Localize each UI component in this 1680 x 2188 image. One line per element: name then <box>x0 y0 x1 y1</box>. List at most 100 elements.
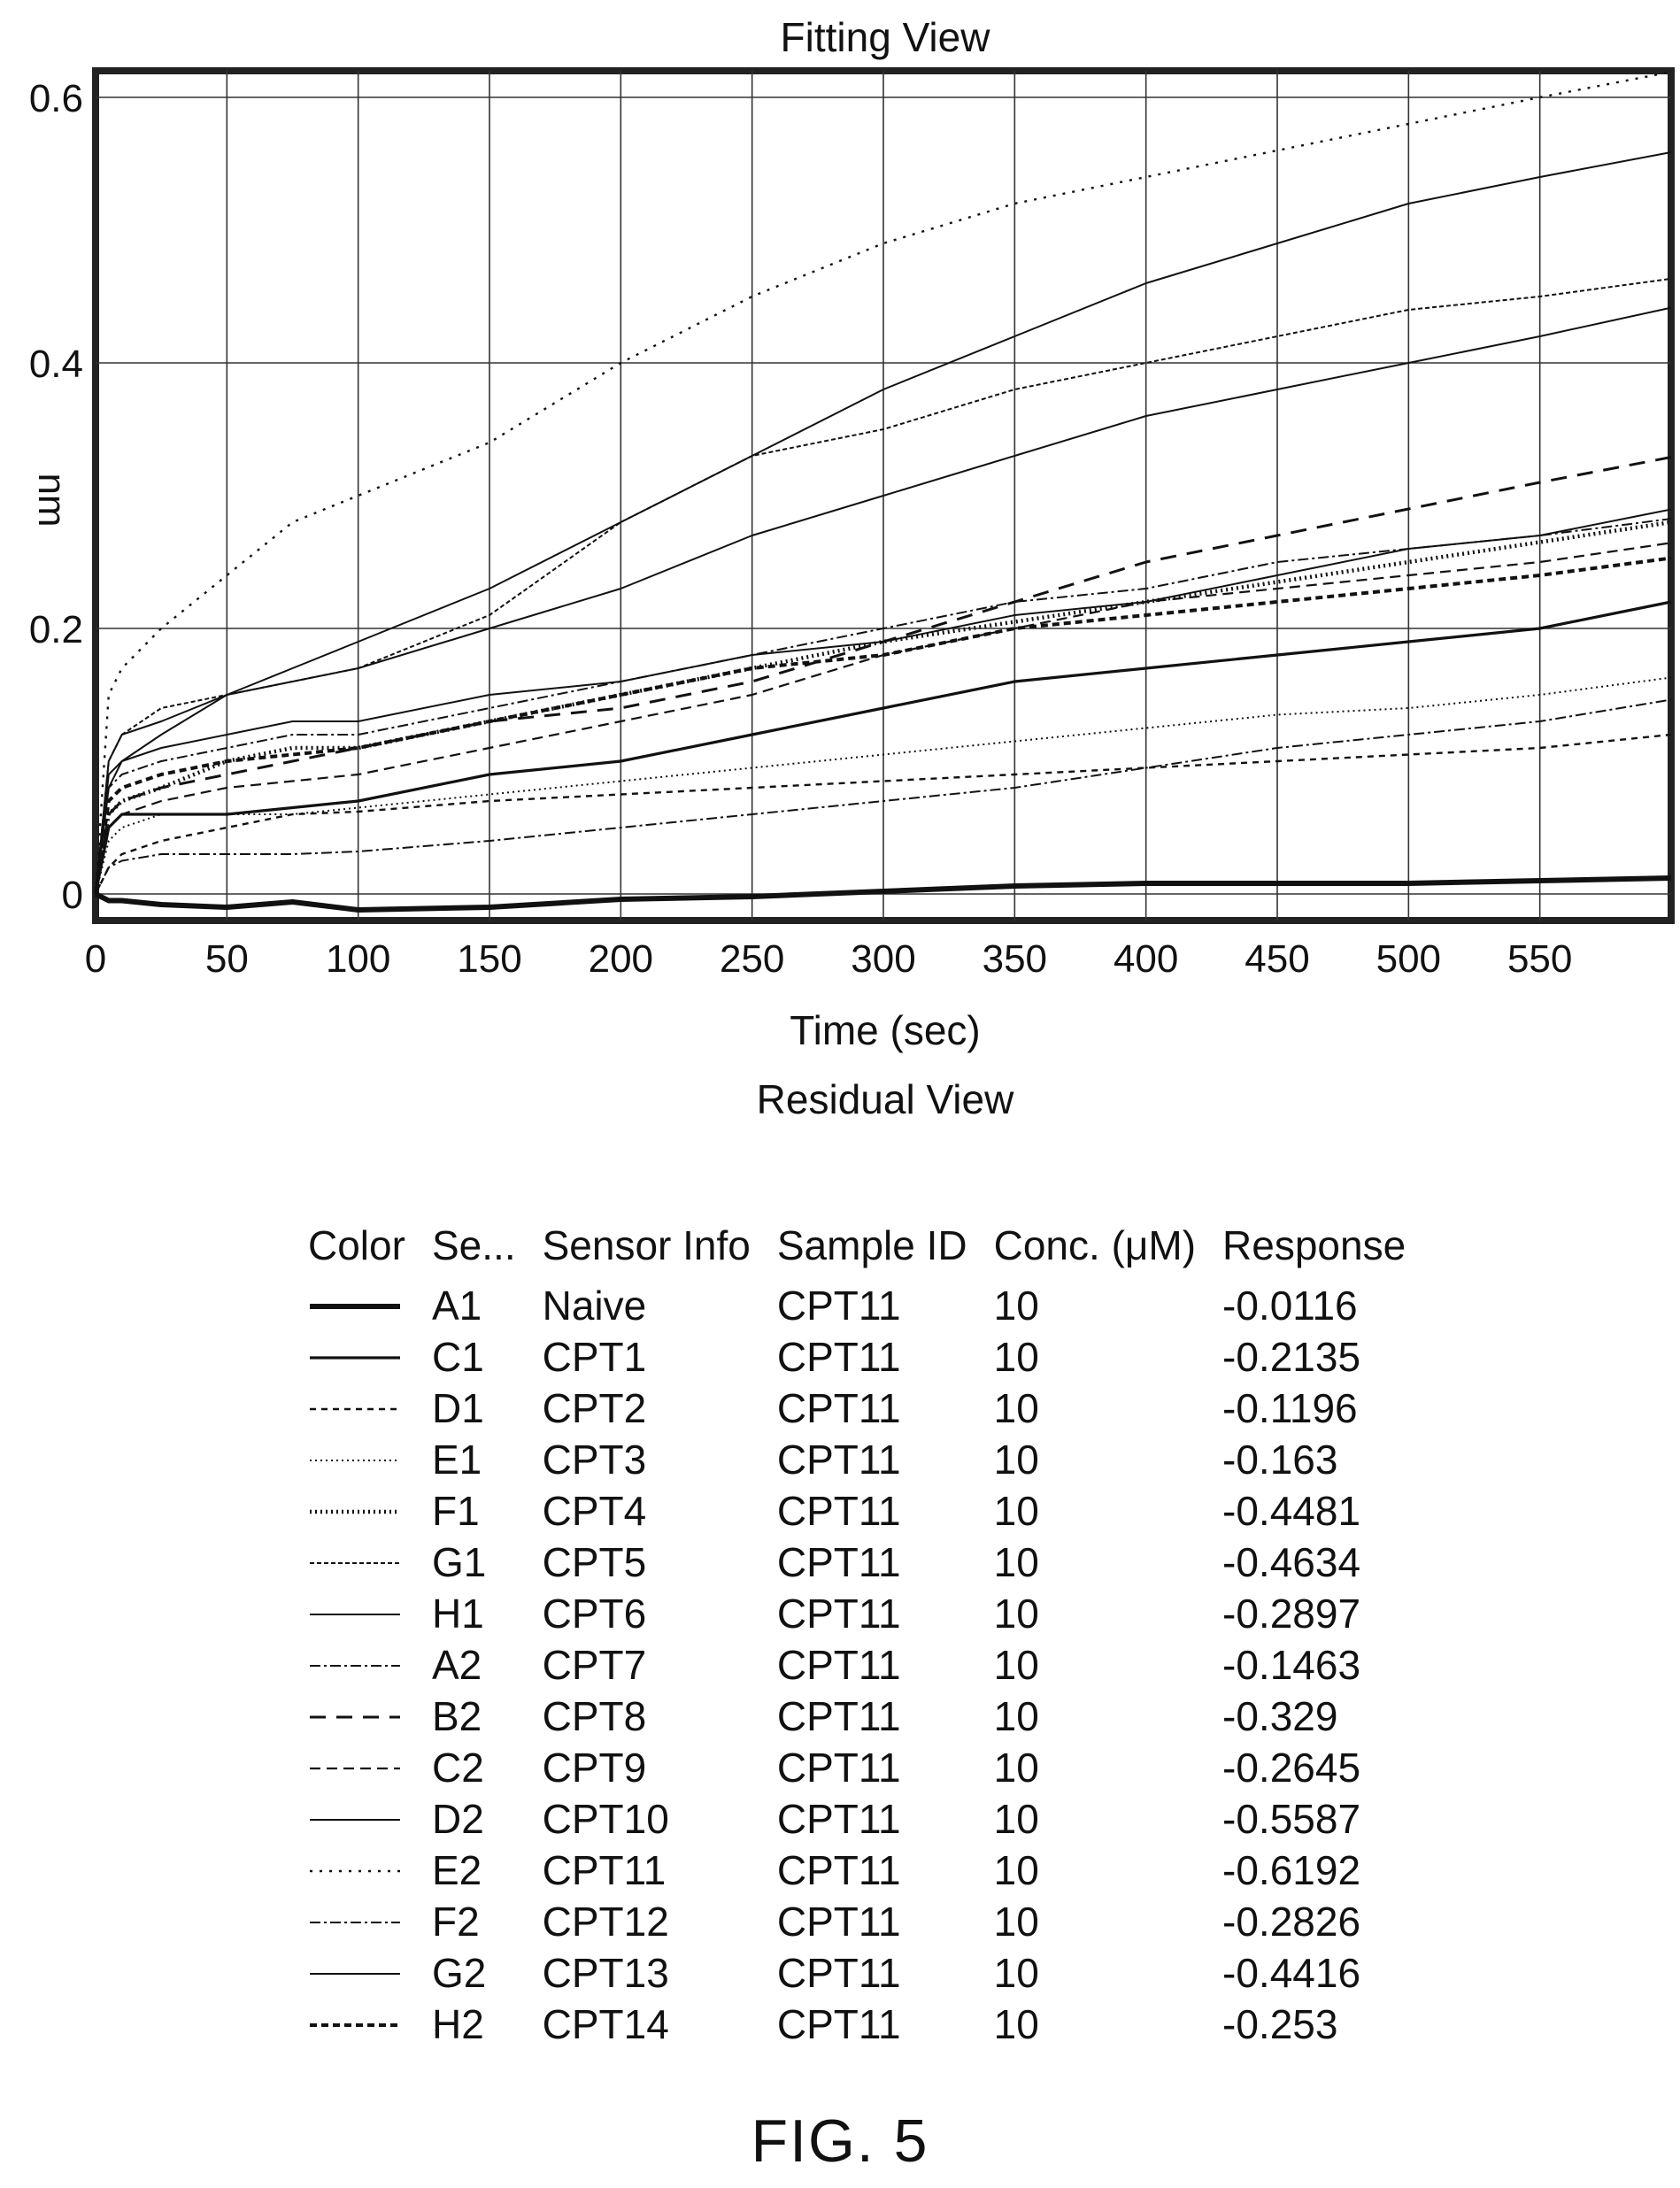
legend-line-swatch <box>310 1819 400 1821</box>
col-header-response: Response <box>1222 1222 1406 1268</box>
legend-line-swatch <box>310 1614 400 1615</box>
legend-row-e1: E1 CPT3 CPT11 10 -0.163 <box>301 1434 1425 1485</box>
legend-sensor: D2 <box>432 1796 484 1842</box>
y-tick-label: 0 <box>62 874 83 917</box>
legend-line-swatch <box>310 1665 400 1667</box>
legend-swatch-cell <box>301 1280 425 1331</box>
x-tick-label: 200 <box>589 937 653 981</box>
legend-sample-id: CPT11 <box>776 1745 901 1791</box>
series-line-d2 <box>95 151 1672 895</box>
legend-response: -0.163 <box>1222 1437 1338 1483</box>
legend-sample-id: CPT11 <box>776 1950 901 1996</box>
figure-label: FIG. 5 <box>751 2107 929 2175</box>
legend-response: -0.2135 <box>1222 1334 1361 1380</box>
chart-title: Fitting View <box>781 14 991 60</box>
legend-sensor-info: Naive <box>542 1283 647 1329</box>
legend-sample-id: CPT11 <box>776 1847 901 1893</box>
legend-sample-id: CPT11 <box>776 1334 901 1380</box>
series-line-f1 <box>93 520 1672 895</box>
legend-line-swatch <box>310 1304 400 1309</box>
legend-response: -0.253 <box>1222 2001 1338 2047</box>
legend-swatch-cell <box>301 1331 425 1383</box>
legend-response: -0.2645 <box>1222 1745 1361 1791</box>
series-line-c1 <box>94 600 1672 895</box>
legend-sensor-info: CPT12 <box>542 1899 669 1945</box>
y-tick-label: 0.6 <box>29 77 83 120</box>
residual-view-label: Residual View <box>757 1076 1014 1122</box>
legend-sensor: A1 <box>432 1283 482 1329</box>
plot-area: 0 50 100 150 200 250 300 350 400 450 500 550 0 0.2 0.4… <box>29 67 1675 981</box>
legend-sample-id: CPT11 <box>776 1539 901 1585</box>
legend-swatch-cell <box>301 1896 425 1947</box>
legend-line-swatch <box>310 1460 400 1461</box>
legend-swatch-cell <box>301 1588 425 1639</box>
x-tick-label: 250 <box>720 937 784 981</box>
legend-row-d1: D1 CPT2 CPT11 10 -0.1196 <box>301 1383 1425 1434</box>
legend-row-a2: A2 CPT7 CPT11 10 -0.1463 <box>301 1639 1425 1691</box>
legend-sensor-info: CPT5 <box>542 1539 647 1585</box>
legend-concentration: 10 <box>993 1642 1039 1688</box>
legend-sensor-info: CPT1 <box>542 1334 647 1380</box>
legend-swatch-cell <box>301 1793 425 1845</box>
x-tick-label: 550 <box>1507 937 1572 981</box>
x-tick-label: 300 <box>851 937 915 981</box>
legend-line-swatch <box>310 1715 400 1719</box>
legend-line-swatch <box>310 1509 400 1514</box>
legend-row-f2: F2 CPT12 CPT11 10 -0.2826 <box>301 1896 1425 1947</box>
legend-sensor-info: CPT2 <box>542 1385 647 1431</box>
legend-response: -0.2897 <box>1222 1591 1361 1637</box>
legend-concentration: 10 <box>993 1796 1039 1842</box>
legend-concentration: 10 <box>993 1950 1039 1996</box>
series-line-e1 <box>95 676 1672 895</box>
legend-swatch-cell <box>301 1537 425 1588</box>
legend-sensor: G2 <box>432 1950 487 1996</box>
legend-swatch-cell <box>301 1845 425 1896</box>
series-line-a1 <box>94 875 1672 913</box>
legend-sample-id: CPT11 <box>776 1642 901 1688</box>
legend-sensor: H1 <box>432 1591 484 1637</box>
legend-sensor-info: CPT3 <box>542 1437 647 1483</box>
legend-sensor: H2 <box>432 2001 484 2047</box>
legend-response: -0.5587 <box>1222 1796 1361 1842</box>
legend-sensor-info: CPT7 <box>542 1642 647 1688</box>
legend-sample-id: CPT11 <box>776 1488 901 1534</box>
legend-concentration: 10 <box>993 2001 1039 2047</box>
series-line-e2 <box>94 71 1672 895</box>
legend-sample-id: CPT11 <box>776 1283 901 1329</box>
legend-line-swatch <box>310 1356 400 1360</box>
legend-sensor: F1 <box>432 1488 480 1534</box>
fitting-view-chart: Fitting View 0 50 100 150 200 250 300 350 400 450… <box>29 14 1675 1122</box>
legend-concentration: 10 <box>993 1334 1039 1380</box>
legend-sample-id: CPT11 <box>776 1796 901 1842</box>
x-tick-label: 450 <box>1245 937 1309 981</box>
legend-sensor: G1 <box>432 1539 487 1585</box>
legend-sensor: D1 <box>432 1385 484 1431</box>
legend-swatch-cell <box>301 1999 425 2050</box>
legend-swatch-cell <box>301 1639 425 1691</box>
series-line-a2 <box>95 698 1672 895</box>
x-tick-label: 350 <box>983 937 1047 981</box>
col-header-sensor-info: Sensor Info <box>542 1222 751 1268</box>
x-tick-label: 0 <box>85 937 106 981</box>
legend-response: -0.1463 <box>1222 1642 1361 1688</box>
series-line-d1 <box>94 733 1672 895</box>
legend-row-d2: D2 CPT10 CPT11 10 -0.5587 <box>301 1793 1425 1845</box>
legend-concentration: 10 <box>993 1591 1039 1637</box>
x-tick-label: 50 <box>205 937 249 981</box>
legend-concentration: 10 <box>993 1539 1039 1585</box>
legend-response: -0.4481 <box>1222 1488 1361 1534</box>
legend-rows: A1 Naive CPT11 10 -0.0116 C1 CPT1 CPT11 10 -0.213… <box>301 1280 1425 2050</box>
legend-sensor-info: CPT6 <box>542 1591 647 1637</box>
legend-row-c1: C1 CPT1 CPT11 10 -0.2135 <box>301 1331 1425 1383</box>
legend-sample-id: CPT11 <box>776 1385 901 1431</box>
col-header-sample-id: Sample ID <box>776 1222 967 1268</box>
legend-sample-id: CPT11 <box>776 1693 901 1739</box>
legend-row-f1: F1 CPT4 CPT11 10 -0.4481 <box>301 1485 1425 1537</box>
legend-swatch-cell <box>301 1434 425 1485</box>
legend-swatch-cell <box>301 1947 425 1999</box>
legend-header-row: Color Se... Sensor Info Sample ID Conc. … <box>301 1221 1425 1280</box>
legend-row-c2: C2 CPT9 CPT11 10 -0.2645 <box>301 1742 1425 1793</box>
legend-sensor: B2 <box>432 1693 482 1739</box>
legend-swatch-cell <box>301 1691 425 1742</box>
legend-row-h2: H2 CPT14 CPT11 10 -0.253 <box>301 1999 1425 2050</box>
